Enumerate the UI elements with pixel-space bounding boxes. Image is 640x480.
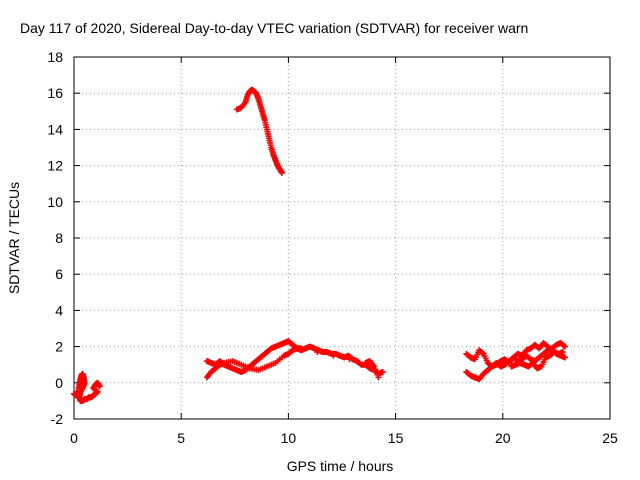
axis-ticks: 0 5 10 15 20 25 -2 0 2 4 6 8 10 12 14 16 18 <box>47 49 618 446</box>
y-tick-label: 6 <box>55 266 63 282</box>
y-tick-label: 8 <box>55 230 63 246</box>
data-point <box>375 374 382 381</box>
series-marks <box>71 86 568 404</box>
y-tick-label: 14 <box>47 121 63 137</box>
data-point <box>560 342 567 349</box>
x-tick-label: 0 <box>70 430 78 446</box>
y-axis-label: SDTVAR / TECUs <box>6 182 22 294</box>
x-tick-label: 5 <box>177 430 185 446</box>
x-axis-label: GPS time / hours <box>287 458 394 474</box>
series-arc-4b <box>463 339 568 383</box>
y-tick-label: 16 <box>47 85 63 101</box>
y-tick-label: 0 <box>55 375 63 391</box>
data-point <box>479 349 486 356</box>
y-tick-label: 12 <box>47 158 63 174</box>
data-point <box>96 383 103 390</box>
y-tick-label: 4 <box>55 302 63 318</box>
data-point <box>346 356 353 363</box>
series-arc-2 <box>233 86 285 176</box>
y-tick-label: 2 <box>55 339 63 355</box>
x-tick-label: 15 <box>388 430 404 446</box>
y-tick-label: 10 <box>47 194 63 210</box>
grid <box>74 57 610 419</box>
series-arc-3b <box>203 345 382 381</box>
data-point <box>561 354 568 361</box>
data-point <box>314 349 321 356</box>
y-tick-label: -2 <box>51 411 64 427</box>
series-arc-4c <box>508 349 566 372</box>
x-tick-label: 10 <box>281 430 297 446</box>
data-point <box>561 343 568 350</box>
data-point <box>330 352 337 359</box>
x-tick-label: 20 <box>495 430 511 446</box>
y-tick-label: 18 <box>47 49 63 65</box>
data-point <box>278 169 285 176</box>
chart-title: Day 117 of 2020, Sidereal Day-to-day VTE… <box>20 20 528 36</box>
data-point <box>298 345 305 352</box>
data-point <box>379 368 386 375</box>
series-arc-1 <box>71 370 103 404</box>
data-point <box>559 349 566 356</box>
series-arc-3 <box>203 338 386 377</box>
x-tick-label: 25 <box>602 430 618 446</box>
